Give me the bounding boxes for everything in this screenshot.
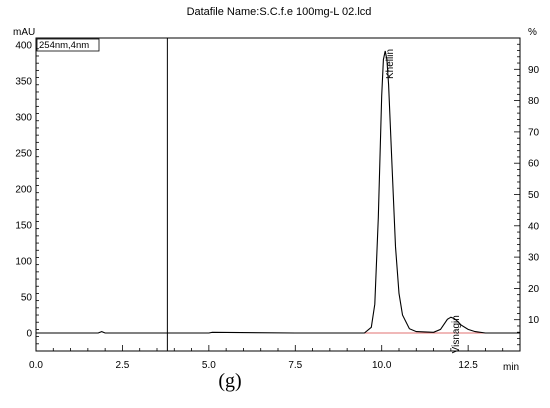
x-tick-label: 12.5 <box>458 360 478 371</box>
y-left-tick-label: 250 <box>15 149 32 160</box>
peak-labels: Khellin Visnagin <box>385 49 462 353</box>
figure-panel-label: (g) <box>218 370 242 392</box>
x-tick-label: 7.5 <box>288 360 302 371</box>
y-left-axis-label: mAU <box>13 27 35 38</box>
y-right-tick-label: 60 <box>528 159 540 170</box>
chromatogram-trace <box>36 50 520 334</box>
y-left-axis-ticks: 0 50 100 150 200 250 300 350 400 <box>15 41 39 352</box>
x-tick-label: 5.0 <box>202 360 216 371</box>
y-left-tick-label: 400 <box>15 41 32 52</box>
peak-label: Visnagin <box>451 315 462 353</box>
channel-legend-box <box>36 38 100 52</box>
plot-frame <box>35 37 521 352</box>
chart-title: Datafile Name:S.C.f.e 100mg-L 02.lcd <box>187 6 372 18</box>
y-right-axis-ticks: 10 20 30 40 50 60 70 80 90 <box>514 37 540 346</box>
y-right-tick-label: 70 <box>528 127 540 138</box>
y-left-tick-label: 300 <box>15 113 32 124</box>
y-right-tick-label: 20 <box>528 284 540 295</box>
y-left-tick-label: 100 <box>15 257 32 268</box>
y-right-tick-label: 30 <box>528 253 540 264</box>
y-right-tick-label: 40 <box>528 221 540 232</box>
peak-label: Khellin <box>385 49 396 79</box>
x-axis-label: min <box>503 362 519 373</box>
y-left-tick-label: 50 <box>21 293 33 304</box>
y-left-tick-label: 150 <box>15 221 32 232</box>
y-right-tick-label: 10 <box>528 315 540 326</box>
y-left-tick-label: 350 <box>15 77 32 88</box>
x-axis-ticks: 0.0 2.5 5.0 7.5 10.0 12.5 <box>29 345 521 371</box>
y-left-tick-label: 200 <box>15 185 32 196</box>
x-tick-label: 2.5 <box>115 360 129 371</box>
y-right-tick-label: 80 <box>528 96 540 107</box>
y-right-tick-label: 90 <box>528 65 540 76</box>
y-left-tick-label: 0 <box>26 329 32 340</box>
y-right-axis-label: % <box>528 27 537 38</box>
x-tick-label: 10.0 <box>372 360 392 371</box>
channel-legend-text: 254nm,4nm <box>39 40 89 51</box>
x-tick-label: 0.0 <box>29 360 43 371</box>
y-right-tick-label: 50 <box>528 190 540 201</box>
channel-legend: 254nm,4nm <box>36 38 100 52</box>
